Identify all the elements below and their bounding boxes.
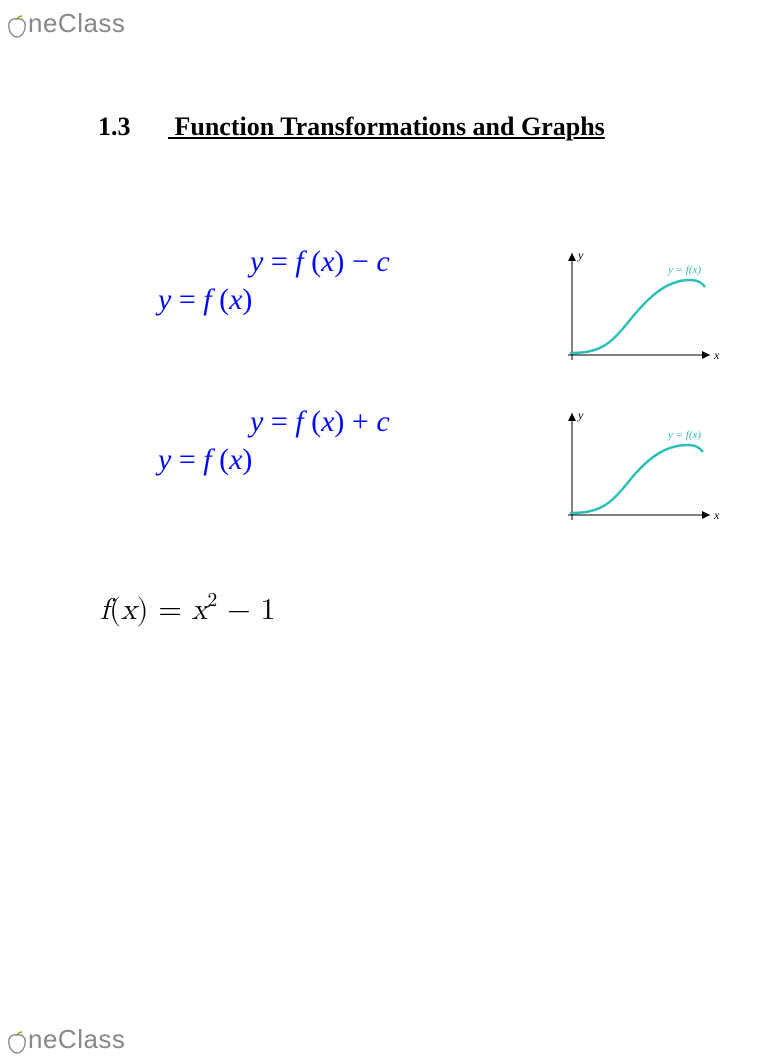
apple-icon-bottom bbox=[6, 1029, 28, 1051]
transformation-row-up: y = f (x) + c y = f (x) x y y = f(x) bbox=[150, 405, 734, 555]
brand-text: neClass bbox=[28, 8, 125, 39]
equation-base-2: y = f (x) bbox=[158, 443, 252, 477]
equation-group-down: y = f (x) − c y = f (x) bbox=[150, 245, 550, 365]
y-axis-label-2: y bbox=[577, 408, 584, 422]
brand-text-bottom: neClass bbox=[28, 1024, 125, 1055]
equation-group-up: y = f (x) + c y = f (x) bbox=[150, 405, 550, 525]
equation-base-1: y = f (x) bbox=[158, 283, 252, 317]
section-title: Function Transformations and Graphs bbox=[175, 112, 605, 141]
curve-label-1: y = f(x) bbox=[667, 264, 701, 276]
graph-1: x y y = f(x) bbox=[550, 245, 730, 365]
x-axis-label-2: x bbox=[713, 508, 720, 522]
example-equation: f(x) = x2 − 1 bbox=[100, 590, 276, 628]
transformation-row-down: y = f (x) − c y = f (x) x y y = f(x) bbox=[150, 245, 734, 395]
brand-logo-bottom: neClass bbox=[6, 1024, 125, 1055]
curve-label-2: y = f(x) bbox=[667, 429, 701, 441]
section-number: 1.3 bbox=[98, 112, 168, 142]
curve-1 bbox=[570, 280, 705, 353]
equation-shifted-down: y = f (x) − c bbox=[250, 245, 390, 279]
brand-logo-top: neClass bbox=[6, 8, 125, 39]
equation-shifted-up: y = f (x) + c bbox=[250, 405, 390, 439]
y-axis-label: y bbox=[577, 248, 584, 262]
apple-icon bbox=[6, 13, 28, 35]
graph-2: x y y = f(x) bbox=[550, 405, 730, 525]
curve-2 bbox=[570, 445, 703, 513]
section-heading: 1.3 Function Transformations and Graphs bbox=[98, 112, 605, 142]
x-axis-label: x bbox=[713, 348, 720, 362]
